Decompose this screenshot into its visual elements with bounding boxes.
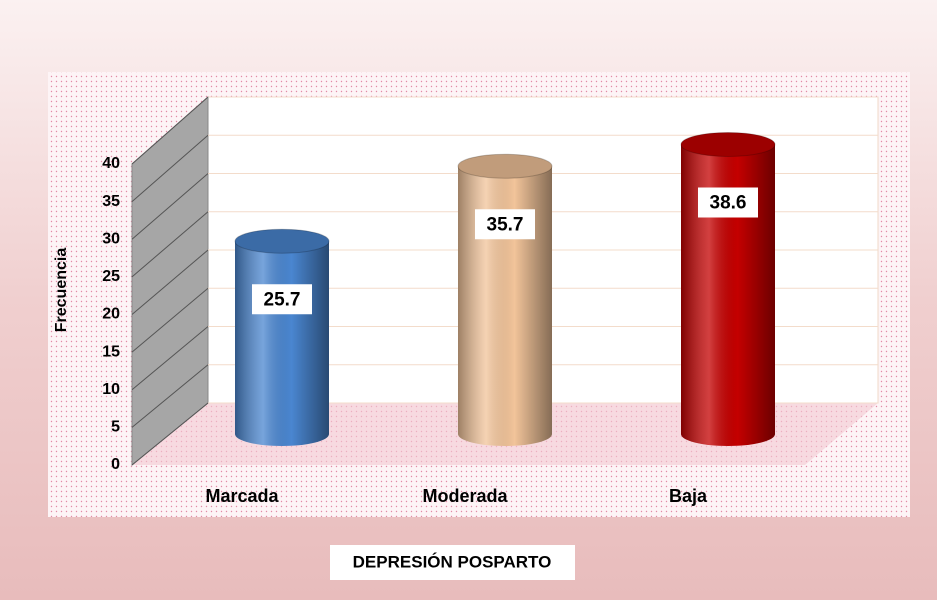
cylinder-top (457, 153, 553, 179)
side-grid-line (131, 211, 209, 278)
x-tick-label: Baja (669, 486, 708, 506)
y-tick-label: 40 (102, 155, 120, 172)
side-grid-line (131, 364, 209, 428)
side-grid-line (131, 326, 209, 391)
side-grid-line (131, 249, 209, 315)
x-tick-label: Moderada (422, 486, 508, 506)
value-label: 38.6 (710, 193, 747, 214)
value-label: 35.7 (487, 214, 524, 235)
side-grid-line (131, 173, 209, 240)
y-axis-label: Frecuencia (53, 248, 70, 333)
value-label-box (252, 284, 312, 315)
side-grid-line (131, 134, 209, 203)
y-tick-label: 35 (102, 193, 120, 210)
x-tick-label: Marcada (205, 486, 279, 506)
cylinder-top-shade (235, 229, 329, 254)
y-tick-label: 10 (102, 381, 120, 398)
value-label-box (698, 187, 758, 218)
side-grid-line (131, 287, 209, 353)
y-tick-label: 30 (102, 230, 120, 247)
cylinder-top (680, 132, 776, 157)
x-label-box (330, 545, 575, 580)
cylinder-top-shade (458, 154, 552, 179)
value-label-box (475, 209, 535, 240)
cylinder-shade (681, 144, 775, 446)
y-tick-label: 25 (102, 268, 120, 285)
cylinder-shade (458, 166, 552, 446)
side-grid-line (131, 96, 209, 165)
cylinder-top-shade (681, 132, 775, 157)
y-tick-label: 5 (111, 419, 120, 436)
y-tick-label: 15 (102, 343, 120, 360)
cylinder-top (234, 228, 330, 254)
y-tick-label: 20 (102, 306, 120, 323)
cylinder-shade (235, 241, 329, 446)
x-axis-label: DEPRESIÓN POSPARTO (353, 552, 552, 571)
y-tick-label: 0 (111, 456, 120, 473)
side-grid-line (131, 402, 209, 466)
value-label: 25.7 (264, 289, 301, 310)
